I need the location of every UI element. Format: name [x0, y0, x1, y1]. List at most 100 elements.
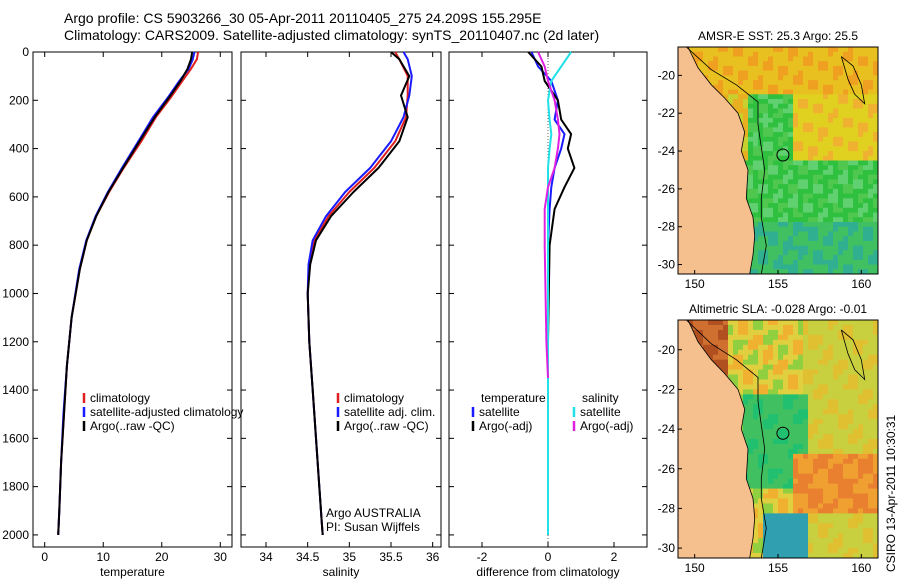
map-cell [788, 359, 794, 366]
map-cell [873, 132, 878, 138]
map-cell [853, 429, 859, 435]
map-cell [833, 136, 839, 143]
map-cell [858, 508, 864, 514]
map-cell [743, 404, 749, 410]
map-cell [793, 424, 799, 430]
map-cell [808, 89, 814, 95]
map-cell [853, 188, 859, 195]
map-cell [793, 394, 799, 400]
map-cell [868, 468, 874, 475]
map-cell [823, 184, 829, 190]
map-cell [758, 508, 764, 514]
map-cell [763, 151, 769, 157]
map-cell [873, 89, 878, 95]
map-cell [838, 533, 844, 539]
map-cell [838, 399, 844, 405]
map-cell [858, 488, 864, 495]
map-cell [803, 117, 809, 124]
map-cell [848, 259, 854, 266]
map-cell [783, 217, 789, 223]
map-cell [838, 203, 844, 209]
map-cell [793, 84, 799, 91]
map-cell [778, 108, 784, 114]
map-cell [753, 193, 759, 199]
map-cell [708, 329, 714, 336]
map-cell [808, 127, 814, 133]
map-cell [798, 389, 804, 395]
map-cell [778, 193, 784, 199]
map-cell [868, 508, 874, 514]
map-cell [753, 245, 759, 251]
map-cell [783, 424, 789, 430]
map-cell [818, 354, 824, 361]
map-cell [758, 264, 764, 270]
map-cell [798, 231, 804, 237]
map-cell [788, 468, 794, 475]
map-cell [848, 463, 854, 470]
series-line-difference [537, 51, 561, 379]
map-cell [853, 320, 859, 326]
map-cell [863, 179, 869, 185]
map-cell [843, 245, 849, 251]
map-cell [733, 94, 739, 100]
map-cell [798, 127, 804, 133]
map-cell [858, 103, 864, 110]
map-cell [853, 404, 859, 410]
map-cell [753, 518, 759, 524]
map-cell [768, 231, 774, 237]
map-cell [733, 47, 739, 53]
map-cell [858, 439, 864, 445]
map-cell [788, 264, 794, 270]
map-cell [833, 113, 839, 119]
map-cell [778, 518, 784, 524]
map-cell [808, 443, 814, 450]
map-cell [773, 212, 779, 218]
map-cell [838, 349, 844, 356]
map-cell [833, 94, 839, 100]
map-cell [848, 151, 854, 157]
map-cell [748, 103, 754, 110]
map-cell [838, 374, 844, 381]
map-cell [843, 203, 849, 209]
map-cell [803, 94, 809, 100]
map-cell [823, 374, 829, 381]
map-cell [788, 414, 794, 420]
map-cell [773, 198, 779, 204]
map-cell [818, 169, 824, 176]
map-cell [848, 255, 854, 261]
map-cell [763, 468, 769, 475]
map-cell [848, 374, 854, 381]
map-cell [718, 56, 724, 62]
map-cell [788, 548, 794, 554]
map-cell [853, 443, 859, 450]
map-cell [758, 250, 764, 256]
map-cell [818, 188, 824, 195]
map-cell [843, 127, 849, 133]
map-cell [793, 374, 799, 381]
map-cell [808, 259, 814, 266]
map-cell [773, 424, 779, 430]
map-x-tick-label: 150 [685, 277, 705, 291]
map-cell [803, 389, 809, 395]
y-tick-label: 2000 [2, 528, 29, 542]
map-cell [738, 94, 744, 100]
map-cell [858, 240, 864, 247]
map-cell [818, 255, 824, 261]
map-cell [853, 448, 859, 455]
map-cell [863, 75, 869, 81]
map-cell [873, 513, 878, 519]
map-cell [833, 146, 839, 152]
map-cell [728, 329, 734, 336]
map-cell [828, 127, 834, 133]
map-cell [768, 160, 774, 166]
map-cell [788, 344, 794, 351]
map-cell [718, 354, 724, 361]
map-cell [808, 329, 814, 336]
map-cell [828, 47, 834, 53]
map-cell [823, 434, 829, 440]
map-cell [763, 320, 769, 326]
map-cell [848, 439, 854, 445]
map-cell [808, 369, 814, 376]
map-cell [788, 379, 794, 386]
map-cell [798, 458, 804, 465]
